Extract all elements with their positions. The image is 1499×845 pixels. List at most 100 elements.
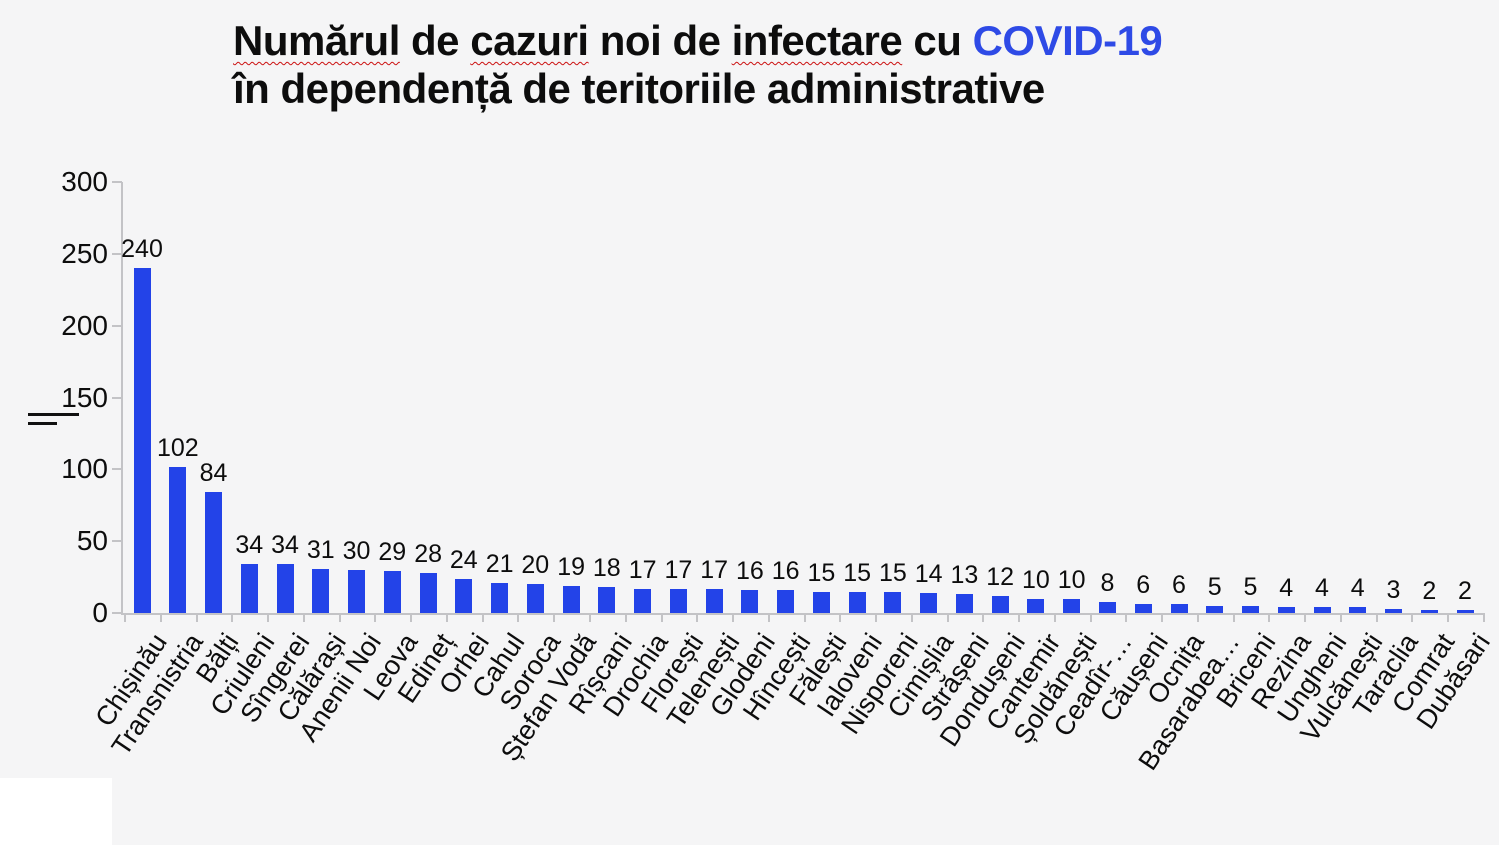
chart-title-line2: în dependență de teritoriile administrat… xyxy=(233,65,1045,112)
bar xyxy=(991,595,1009,613)
y-tick-label: 250 xyxy=(61,237,108,269)
x-tick-mark xyxy=(445,613,448,622)
bar-value-label: 4 xyxy=(1350,574,1365,603)
bar xyxy=(955,594,973,613)
bar-value-label: 6 xyxy=(1136,571,1151,600)
y-tick-mark xyxy=(112,396,122,399)
x-tick-mark xyxy=(1339,613,1342,622)
y-tick-label: 300 xyxy=(61,166,108,197)
x-tick-mark xyxy=(732,613,734,622)
bar xyxy=(705,588,723,613)
x-tick-mark xyxy=(302,613,305,622)
x-tick-mark xyxy=(1411,613,1414,622)
bar-value-label: 4 xyxy=(1279,574,1294,603)
bar xyxy=(455,578,473,613)
bar xyxy=(526,584,544,613)
x-tick-mark xyxy=(982,613,985,622)
x-tick-mark xyxy=(1482,613,1485,622)
title-word-misspelled: Numărul xyxy=(233,17,400,64)
bar-value-label: 240 xyxy=(121,235,163,264)
y-tick-label: 0 xyxy=(92,597,108,628)
bar xyxy=(205,492,222,613)
bar-value-label: 15 xyxy=(878,558,907,587)
x-tick-mark xyxy=(553,613,556,622)
bar xyxy=(491,582,509,613)
x-tick-mark xyxy=(267,613,270,622)
bar xyxy=(1206,605,1224,613)
bar xyxy=(920,592,938,613)
bar-value-label: 10 xyxy=(1057,565,1086,594)
bar-value-label: 8 xyxy=(1100,568,1115,597)
bar-value-label: 102 xyxy=(156,433,199,462)
chart-title: Numărul de cazuri noi de infectare cu CO… xyxy=(233,17,1163,113)
bar xyxy=(598,587,616,613)
bar-value-label: 15 xyxy=(807,558,836,587)
x-tick-mark xyxy=(410,613,413,622)
x-tick-mark xyxy=(1161,613,1164,622)
bar xyxy=(1170,604,1188,613)
x-tick-mark xyxy=(589,613,591,622)
bar-value-label: 28 xyxy=(414,539,442,568)
y-tick-label: 100 xyxy=(61,453,108,485)
bar xyxy=(1098,601,1116,613)
x-axis-line xyxy=(121,613,1484,615)
bar-value-label: 17 xyxy=(700,555,728,584)
x-tick-mark xyxy=(1018,613,1020,622)
bar xyxy=(419,572,437,613)
white-corner-patch xyxy=(0,778,112,845)
bar xyxy=(1027,598,1045,613)
bar-value-label: 30 xyxy=(342,536,371,565)
x-tick-mark xyxy=(1447,613,1450,622)
title-word-misspelled: cazuri xyxy=(470,17,589,64)
bar-value-label: 16 xyxy=(735,557,764,585)
x-tick-mark xyxy=(374,613,377,622)
bar xyxy=(562,585,580,613)
y-tick-mark xyxy=(112,252,122,255)
bar-value-label: 12 xyxy=(986,562,1015,591)
x-tick-mark xyxy=(624,613,627,622)
title-word: cu xyxy=(913,17,962,64)
bar xyxy=(669,588,687,613)
bar xyxy=(133,268,151,613)
bar-value-label: 31 xyxy=(306,535,335,564)
bar-value-label: 17 xyxy=(628,555,657,584)
title-word: de xyxy=(411,17,460,64)
title-word: noi xyxy=(599,17,662,64)
bar xyxy=(240,564,258,613)
bar xyxy=(1349,607,1367,613)
x-tick-mark xyxy=(660,613,663,622)
bar-value-label: 4 xyxy=(1315,574,1329,603)
bar xyxy=(741,590,759,613)
bar-value-label: 2 xyxy=(1422,577,1437,606)
bar-value-label: 15 xyxy=(843,558,871,587)
x-tick-mark xyxy=(1089,613,1092,622)
bar xyxy=(1313,607,1331,613)
bar xyxy=(1385,608,1402,613)
x-tick-mark xyxy=(910,613,913,622)
title-word-misspelled: infectare xyxy=(731,17,903,64)
x-tick-mark xyxy=(1232,613,1235,622)
x-tick-mark xyxy=(1125,613,1128,622)
bar-value-label: 3 xyxy=(1386,575,1401,604)
bar-value-label: 34 xyxy=(235,531,264,560)
bar xyxy=(1456,610,1474,613)
x-tick-mark xyxy=(1304,613,1307,622)
bar-value-label: 19 xyxy=(557,552,585,581)
title-word: de xyxy=(672,17,721,64)
x-tick-mark xyxy=(696,613,699,622)
bar xyxy=(169,466,187,613)
bar xyxy=(1063,598,1081,613)
x-tick-mark xyxy=(946,613,949,622)
bar-value-label: 21 xyxy=(485,549,514,578)
bar-value-label: 17 xyxy=(664,555,693,584)
x-tick-mark xyxy=(124,613,127,622)
y-tick-mark xyxy=(112,468,122,471)
stray-mark-line-top xyxy=(28,413,79,416)
y-tick-mark xyxy=(112,324,122,327)
bar-value-label: 10 xyxy=(1021,565,1050,594)
bar-value-label: 5 xyxy=(1243,572,1258,601)
chart-title-line1: Numărul de cazuri noi de infectare cu CO… xyxy=(233,17,1163,65)
bar-value-label: 29 xyxy=(378,538,407,567)
bar-value-label: 14 xyxy=(914,559,943,588)
bar-value-label: 16 xyxy=(771,557,800,585)
